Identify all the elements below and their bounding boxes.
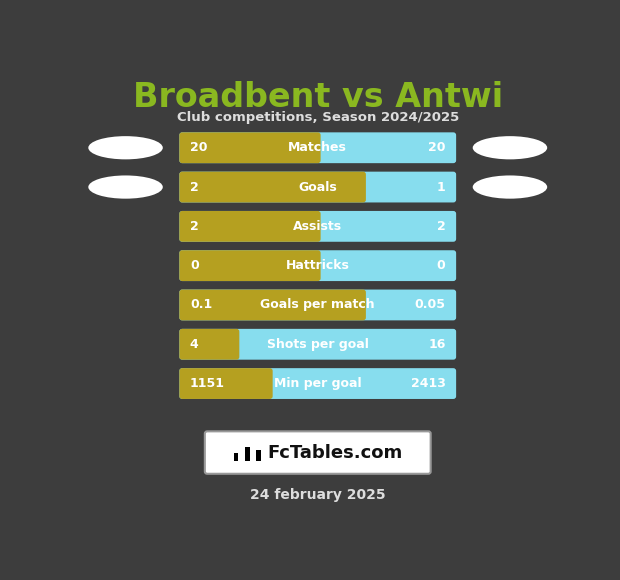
Text: Min per goal: Min per goal: [274, 377, 361, 390]
Text: 0: 0: [190, 259, 198, 272]
Text: 4: 4: [190, 338, 198, 351]
FancyBboxPatch shape: [179, 172, 456, 202]
Text: 16: 16: [428, 338, 446, 351]
Text: 1: 1: [437, 180, 446, 194]
Text: 2: 2: [190, 220, 198, 233]
FancyBboxPatch shape: [179, 211, 456, 242]
Text: Goals: Goals: [298, 180, 337, 194]
Text: 0.05: 0.05: [415, 299, 446, 311]
FancyBboxPatch shape: [179, 172, 366, 202]
Bar: [357, 292, 365, 318]
FancyBboxPatch shape: [179, 250, 456, 281]
FancyBboxPatch shape: [179, 329, 456, 360]
Text: 0.1: 0.1: [190, 299, 212, 311]
Text: Goals per match: Goals per match: [260, 299, 375, 311]
Bar: [357, 175, 365, 200]
Bar: [245, 447, 249, 461]
FancyBboxPatch shape: [179, 329, 239, 360]
Bar: [264, 371, 271, 396]
Bar: [256, 450, 260, 461]
Text: 24 february 2025: 24 february 2025: [250, 488, 386, 502]
Ellipse shape: [472, 136, 547, 160]
Text: 1151: 1151: [190, 377, 225, 390]
Text: 2413: 2413: [410, 377, 446, 390]
Text: FcTables.com: FcTables.com: [268, 444, 403, 462]
Bar: [231, 332, 238, 357]
FancyBboxPatch shape: [205, 432, 431, 474]
Text: Assists: Assists: [293, 220, 342, 233]
Text: 2: 2: [437, 220, 446, 233]
Text: Matches: Matches: [288, 142, 347, 154]
Bar: [312, 213, 319, 239]
FancyBboxPatch shape: [179, 289, 366, 320]
FancyBboxPatch shape: [179, 250, 321, 281]
FancyBboxPatch shape: [179, 132, 321, 163]
FancyBboxPatch shape: [179, 368, 273, 399]
Ellipse shape: [472, 175, 547, 199]
Text: 20: 20: [190, 142, 208, 154]
FancyBboxPatch shape: [179, 132, 456, 163]
Text: Shots per goal: Shots per goal: [267, 338, 369, 351]
Bar: [234, 452, 239, 461]
Bar: [312, 135, 319, 161]
Text: Club competitions, Season 2024/2025: Club competitions, Season 2024/2025: [177, 111, 459, 124]
FancyBboxPatch shape: [179, 368, 456, 399]
FancyBboxPatch shape: [179, 289, 456, 320]
Text: Hattricks: Hattricks: [286, 259, 350, 272]
Text: Broadbent vs Antwi: Broadbent vs Antwi: [133, 81, 503, 114]
Bar: [312, 253, 319, 278]
Ellipse shape: [88, 175, 163, 199]
Text: 0: 0: [437, 259, 446, 272]
FancyBboxPatch shape: [179, 211, 321, 242]
Ellipse shape: [88, 136, 163, 160]
Text: 20: 20: [428, 142, 446, 154]
Text: 2: 2: [190, 180, 198, 194]
